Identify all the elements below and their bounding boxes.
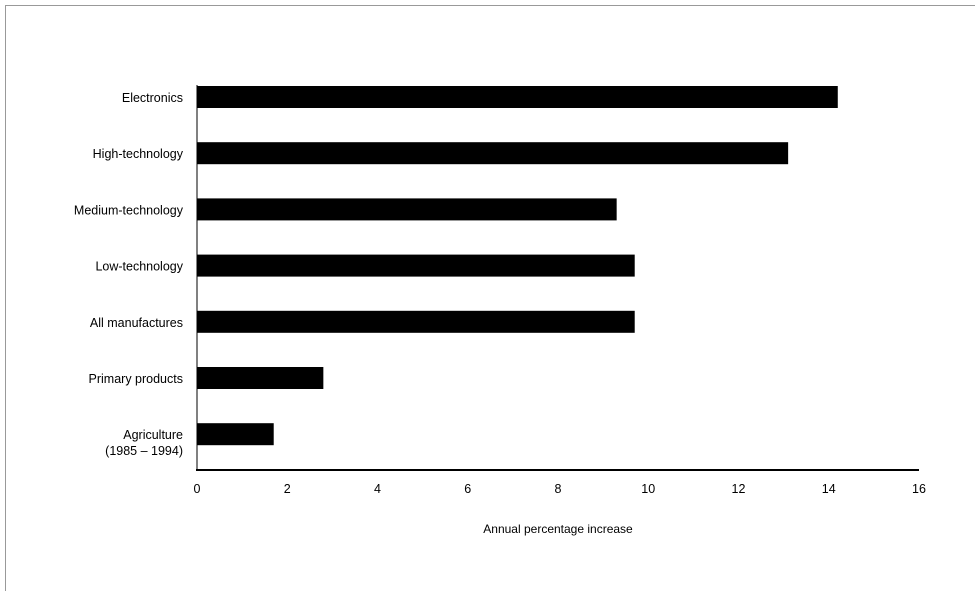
x-tick-label-1: 2 (284, 482, 291, 496)
category-label-1: High-technology (93, 147, 184, 161)
category-label-4: All manufactures (90, 316, 183, 330)
category-label-6-line-0: Agriculture (123, 428, 183, 442)
chart-frame (5, 5, 975, 591)
bar-5 (197, 367, 324, 389)
bar-4 (197, 310, 635, 333)
category-labels: Electronics High-technology Medium-technol… (74, 91, 184, 458)
bar-6 (197, 423, 274, 446)
x-tick-label-0: 0 (194, 482, 201, 496)
bar-0 (197, 86, 838, 108)
category-label-3: Low-technology (95, 260, 183, 274)
x-tick-label-6: 12 (732, 482, 746, 496)
category-label-0: Electronics (122, 91, 183, 105)
x-tick-label-4: 8 (555, 482, 562, 496)
x-tick-label-8: 16 (912, 482, 926, 496)
x-tick-label-7: 14 (822, 482, 836, 496)
category-label-5: Primary products (89, 372, 183, 386)
x-tick-label-5: 10 (641, 482, 655, 496)
bar-2 (197, 198, 617, 221)
x-axis-title: Annual percentage increase (483, 522, 633, 536)
x-tick-label-2: 4 (374, 482, 381, 496)
category-label-6-line-1: (1985 – 1994) (105, 444, 183, 458)
bar-1 (197, 142, 789, 165)
x-axis-ticks: 0 2 4 6 8 10 12 14 16 (194, 482, 926, 496)
bar-3 (197, 254, 635, 277)
x-tick-label-3: 6 (464, 482, 471, 496)
category-label-2: Medium-technology (74, 203, 184, 217)
bars-group (197, 86, 838, 446)
